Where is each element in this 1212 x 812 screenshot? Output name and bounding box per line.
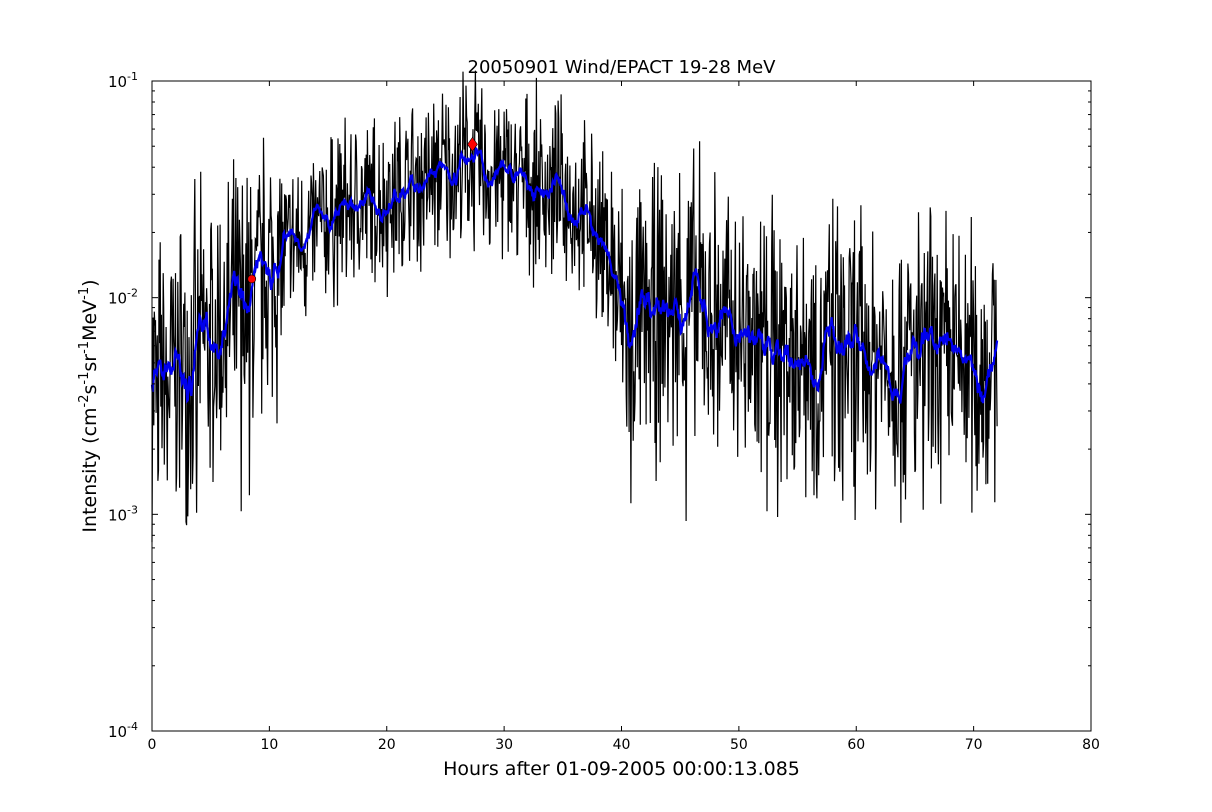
y-label-exponent: -1 (77, 372, 92, 385)
onset-marker (247, 274, 257, 284)
y-label-part: sr (79, 354, 101, 372)
y-label-exponent: -1 (77, 287, 92, 300)
y-label-exponent: -1 (77, 341, 92, 354)
series-layer (150, 70, 999, 543)
y-label-exponent: -2 (77, 394, 92, 407)
y-tick-base: 10 (108, 506, 127, 524)
peak-marker (467, 136, 478, 152)
x-tick-label: 10 (260, 737, 278, 753)
y-tick-label: 10-3 (108, 503, 138, 524)
y-label-part: Intensity (cm (79, 407, 101, 532)
y-label-part: s (79, 385, 101, 395)
y-tick-exponent: -1 (127, 70, 138, 83)
y-tick-base: 10 (108, 723, 127, 741)
y-tick-base: 10 (108, 73, 127, 91)
raw-intensity-line (151, 70, 998, 543)
y-axis-label: Intensity (cm-2s-1sr-1MeV-1) (77, 279, 101, 532)
plot-frame (151, 80, 1092, 732)
chart-title: 20050901 Wind/EPACT 19-28 MeV (468, 57, 777, 78)
x-tick-label: 40 (613, 737, 631, 753)
x-tick-label: 0 (148, 737, 157, 753)
y-tick-label: 10-2 (108, 287, 138, 308)
x-tick-label: 80 (1082, 737, 1100, 753)
y-label-part: ) (79, 279, 101, 286)
y-tick-exponent: -2 (127, 287, 138, 300)
x-tick-label: 30 (495, 737, 513, 753)
x-tick-label: 70 (965, 737, 983, 753)
x-axis-label: Hours after 01-09-2005 00:00:13.085 (443, 758, 800, 780)
y-tick-base: 10 (108, 290, 127, 308)
y-tick-label: 10-1 (108, 70, 138, 91)
y-tick-label: 10-4 (108, 720, 138, 741)
y-tick-exponent: -3 (127, 503, 138, 516)
y-label-part: MeV (79, 300, 101, 341)
x-tick-label: 60 (847, 737, 865, 753)
smoothed-intensity-line (150, 146, 999, 404)
y-tick-exponent: -4 (127, 720, 138, 733)
x-tick-label: 50 (730, 737, 748, 753)
x-tick-label: 20 (378, 737, 396, 753)
